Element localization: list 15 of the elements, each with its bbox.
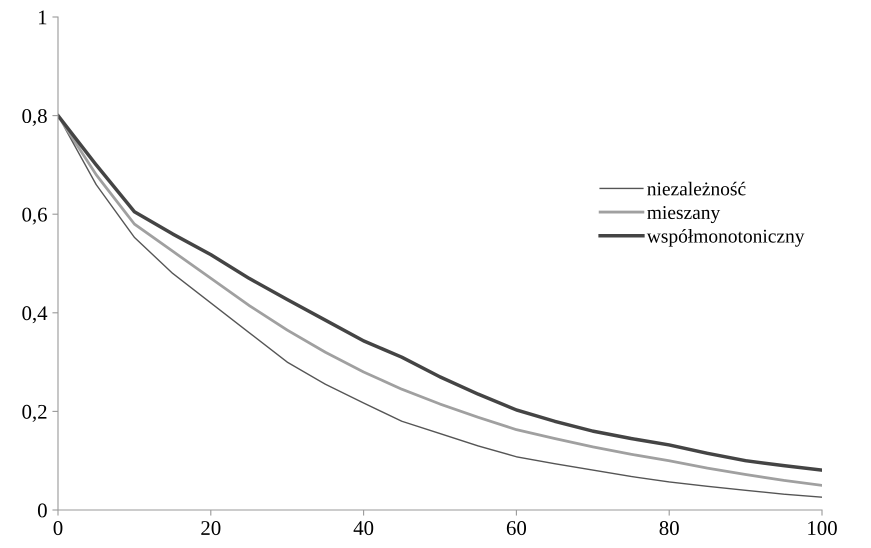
x-tick-label: 100 [808, 521, 837, 536]
legend-label: mieszany [647, 206, 720, 224]
legend-label: niezależność [647, 182, 746, 196]
y-tick-label: 0,8 [22, 108, 47, 126]
y-tick-label: 0,2 [22, 404, 46, 422]
y-tick-label: 0,6 [22, 208, 47, 225]
x-tick-label: 60 [506, 521, 526, 536]
x-tick-label: 0 [54, 521, 62, 536]
x-tick-label: 80 [660, 521, 679, 536]
y-tick-label: 0 [38, 503, 47, 518]
x-tick-label: 20 [201, 521, 220, 536]
y-tick-label: 1 [39, 10, 46, 24]
legend-label: współmonotoniczny [646, 229, 804, 247]
x-tick-label: 40 [354, 521, 374, 536]
y-tick-label: 0,4 [22, 306, 48, 324]
